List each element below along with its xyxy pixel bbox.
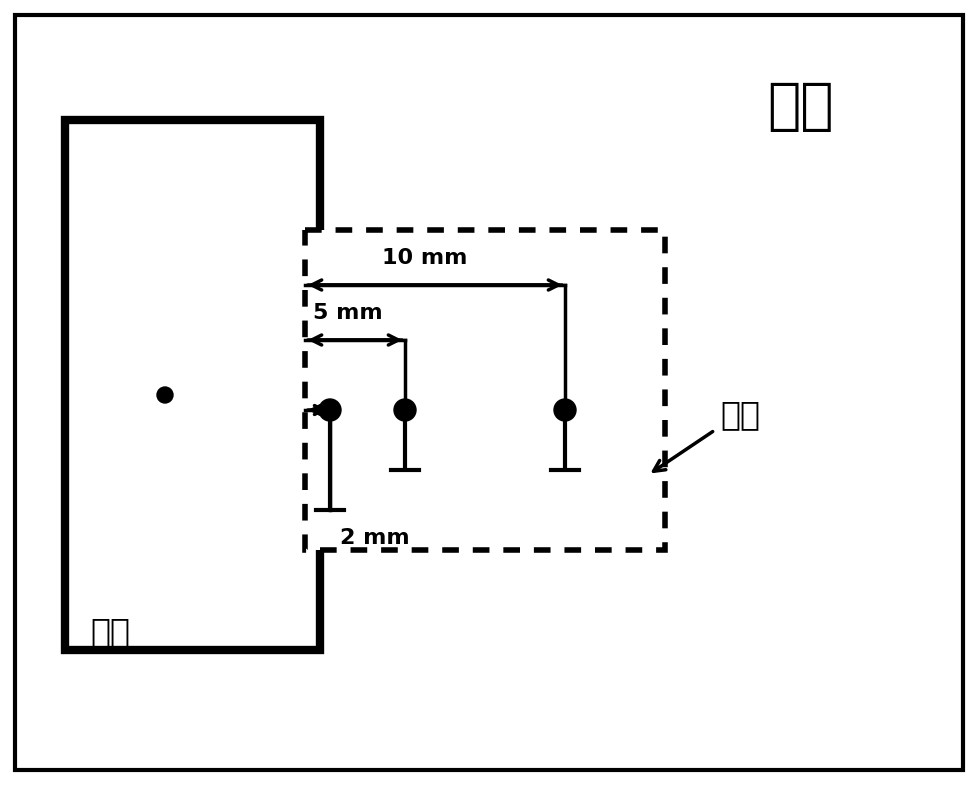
Text: 砂型: 砂型	[766, 80, 832, 134]
Text: 10 mm: 10 mm	[382, 248, 467, 268]
Text: 5 mm: 5 mm	[313, 303, 382, 323]
Text: 2 mm: 2 mm	[340, 528, 409, 548]
Circle shape	[394, 399, 415, 421]
Circle shape	[157, 387, 173, 403]
Bar	[305, 230, 664, 550]
Bar	[64, 120, 319, 650]
Text: 砂块: 砂块	[719, 399, 759, 432]
Circle shape	[319, 399, 341, 421]
Circle shape	[553, 399, 575, 421]
Text: 鑄件: 鑄件	[90, 615, 130, 648]
